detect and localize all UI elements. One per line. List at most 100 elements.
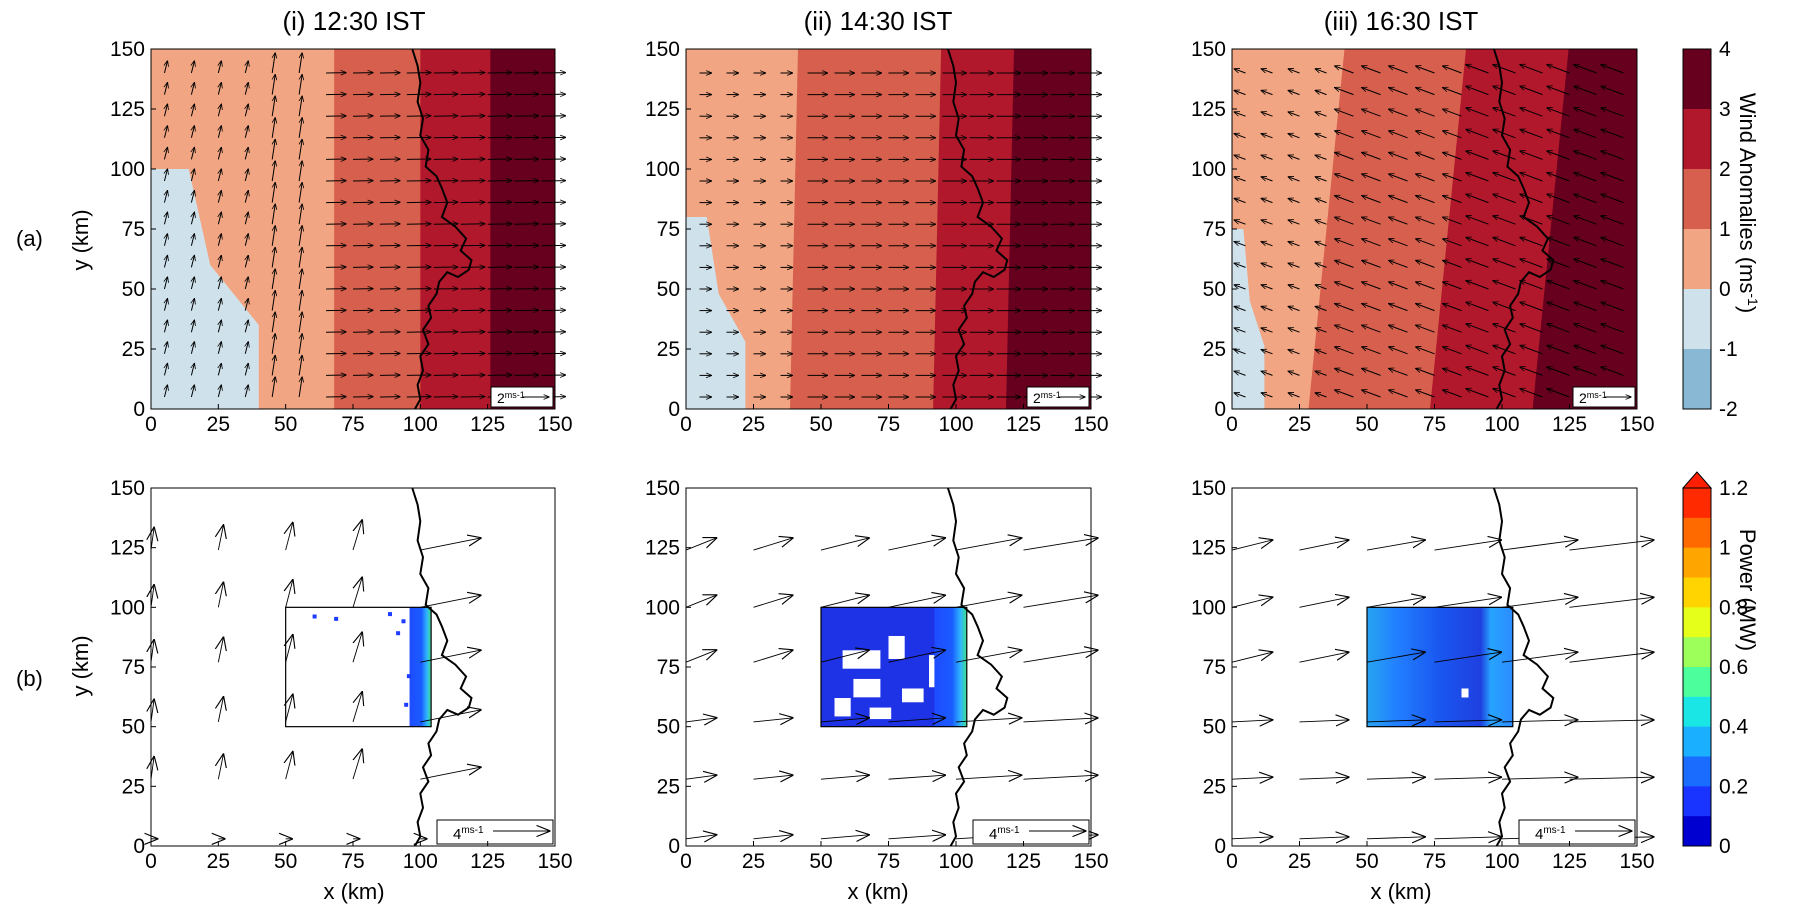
x-tick-label: 25 — [1288, 413, 1311, 436]
anomaly-3-4 — [1006, 49, 1091, 409]
x-tick-label: 25 — [207, 413, 230, 436]
svg-text:2ms-1: 2ms-1 — [1579, 390, 1607, 406]
wind-farm-box — [820, 606, 968, 728]
colorbar-wind-tick: -2 — [1719, 398, 1738, 421]
y-tick-label: 100 — [645, 596, 680, 619]
coastline — [1492, 487, 1555, 847]
x-tick-label: 75 — [877, 850, 900, 873]
y-tick-label: 0 — [1214, 398, 1226, 421]
ylabel-row-b: y (km) — [68, 635, 93, 696]
coastline — [946, 48, 1009, 410]
wind-farm-box — [1366, 606, 1514, 728]
y-tick-label: 125 — [645, 537, 680, 560]
row-label-b: (b) — [16, 666, 43, 691]
xlabel-col-2: x (km) — [847, 879, 908, 904]
wind-vectors — [699, 73, 1102, 397]
xlabel-col-1: x (km) — [323, 879, 384, 904]
y-tick-label: 150 — [1191, 38, 1226, 61]
colorbar-wind-tick: 3 — [1719, 98, 1731, 121]
x-tick-label: 75 — [341, 413, 364, 436]
colorbar-wind-segment — [1683, 169, 1711, 229]
reference-vector: 4ms-1 — [436, 819, 554, 845]
y-tick-label: 150 — [645, 477, 680, 500]
y-tick-label: 100 — [1191, 596, 1226, 619]
x-tick-label: 50 — [274, 850, 297, 873]
y-tick-label: 150 — [645, 38, 680, 61]
colorbar-wind-tick: 4 — [1719, 38, 1731, 61]
y-tick-label: 50 — [122, 716, 145, 739]
x-tick-label: 75 — [1423, 850, 1446, 873]
reference-vector: 2ms-1 — [490, 386, 554, 408]
y-tick-label: 50 — [1203, 278, 1226, 301]
colorbar-power-tick: 0.2 — [1719, 775, 1748, 798]
x-tick-label: 50 — [1355, 413, 1378, 436]
panel-b-3: 4ms-1 00 25 25 50 50 75 75 100 100 125 125 150 150 — [1191, 477, 1655, 873]
y-tick-label: 50 — [122, 278, 145, 301]
colorbar-wind: 4 3 2 1 0 -1 -2 Wind Anomalies (ms-1) — [1682, 38, 1761, 421]
colorbar-wind-segment — [1683, 229, 1711, 289]
y-tick-label: 100 — [645, 158, 680, 181]
x-tick-label: 0 — [680, 413, 692, 436]
x-tick-label: 75 — [877, 413, 900, 436]
coastline — [411, 48, 473, 410]
x-tick-label: 125 — [1552, 850, 1587, 873]
colorbar-power-segment — [1683, 517, 1711, 549]
colorbar-wind-segment — [1683, 289, 1711, 349]
y-tick-label: 50 — [1203, 716, 1226, 739]
colorbar-power: 1.2 1 0.8 0.6 0.4 0.2 0 Power (MW) — [1681, 471, 1760, 858]
colorbar-power-segment — [1683, 577, 1711, 608]
coastline — [411, 487, 473, 847]
coastline — [946, 487, 1009, 847]
y-tick-label: 125 — [110, 537, 145, 560]
y-tick-label: 125 — [110, 98, 145, 121]
x-tick-label: 125 — [470, 413, 505, 436]
y-tick-label: 100 — [110, 158, 145, 181]
y-tick-label: 0 — [133, 398, 145, 421]
reference-vector: 2ms-1 — [1572, 386, 1636, 408]
x-tick-label: 50 — [809, 850, 832, 873]
svg-text:4ms-1: 4ms-1 — [989, 825, 1020, 843]
x-tick-label: 100 — [403, 850, 438, 873]
y-tick-label: 50 — [657, 278, 680, 301]
ylabel-row-a: y (km) — [68, 209, 93, 270]
x-tick-label: 0 — [680, 850, 692, 873]
col-title-2: (ii) 14:30 IST — [804, 6, 953, 36]
colorbar-wind-tick: 1 — [1719, 218, 1731, 241]
x-tick-label: 75 — [341, 850, 364, 873]
x-tick-label: 25 — [742, 413, 765, 436]
x-tick-label: 100 — [1484, 850, 1519, 873]
colorbar-power-tick: 0.6 — [1719, 656, 1748, 679]
anomaly-neg-1-0 — [1232, 229, 1265, 409]
x-tick-label: 150 — [1619, 413, 1654, 436]
panel-b-1: 4ms-1 00 25 25 50 50 75 75 100 100 125 125 150 150 — [110, 477, 573, 873]
anomaly-3-4 — [490, 49, 555, 409]
colorbar-wind-segment — [1683, 49, 1711, 109]
x-tick-label: 125 — [1006, 413, 1041, 436]
panel-a-3: 2ms-1 00 25 25 50 50 75 75 100 100 125 125 150 150 — [1191, 38, 1655, 436]
wind-farm-power — [312, 607, 432, 727]
y-tick-label: 25 — [657, 775, 680, 798]
x-tick-label: 150 — [1619, 850, 1654, 873]
panel-b-2: 4ms-1 00 25 25 50 50 75 75 100 100 125 125 150 150 — [645, 477, 1109, 873]
colorbar-power-segment — [1683, 547, 1711, 578]
x-tick-label: 150 — [537, 413, 572, 436]
reference-vector: 4ms-1 — [972, 819, 1090, 845]
colorbar-power-tick: 0.4 — [1719, 716, 1749, 739]
x-tick-label: 100 — [938, 850, 973, 873]
y-tick-label: 25 — [1203, 775, 1226, 798]
colorbar-power-segment — [1683, 696, 1711, 728]
anomaly-neg-1-0 — [686, 217, 746, 409]
colorbar-power-segment — [1683, 786, 1711, 817]
colorbar-wind-tick: -1 — [1719, 338, 1738, 361]
colorbar-power-segment — [1683, 488, 1711, 519]
y-tick-label: 0 — [1214, 835, 1226, 858]
colorbar-power-tick: 0 — [1719, 835, 1731, 858]
x-tick-label: 125 — [1006, 850, 1041, 873]
svg-text:4ms-1: 4ms-1 — [453, 825, 484, 843]
wind-vectors — [164, 53, 565, 397]
x-tick-label: 125 — [1552, 413, 1587, 436]
colorbar-wind-title: Wind Anomalies (ms-1) — [1735, 93, 1761, 313]
x-tick-label: 50 — [1355, 850, 1378, 873]
panel-a-2: 2ms-1 00 25 25 50 50 75 75 100 100 125 125 150 150 — [645, 38, 1109, 436]
